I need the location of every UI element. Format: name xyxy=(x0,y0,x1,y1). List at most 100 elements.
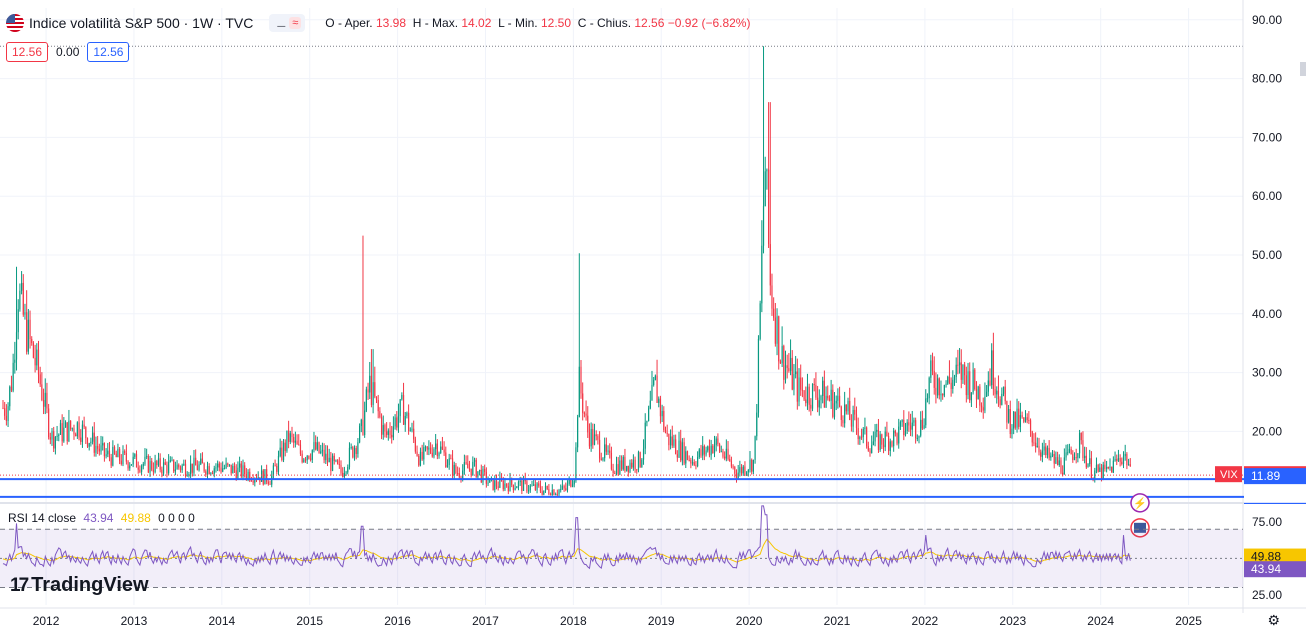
candle-body xyxy=(134,454,136,457)
candle-body xyxy=(301,453,303,463)
candle-body xyxy=(928,377,930,399)
candle-body xyxy=(431,452,433,457)
candle-body xyxy=(854,409,856,415)
candle-body xyxy=(899,422,902,427)
candle-body xyxy=(48,408,50,438)
candle-body xyxy=(671,436,673,446)
candle-body xyxy=(372,382,374,405)
candle-body xyxy=(877,429,880,450)
candle-body xyxy=(937,378,939,396)
candle-body xyxy=(1078,432,1081,454)
bid-badge[interactable]: 12.56 xyxy=(6,42,49,62)
candle-body xyxy=(938,378,940,396)
scrollbar-handle[interactable] xyxy=(1300,62,1306,76)
tradingview-logo[interactable]: 17 TradingView xyxy=(10,574,149,597)
candle-body xyxy=(746,472,748,475)
candle-body xyxy=(585,413,587,416)
candle-body xyxy=(598,439,601,459)
candle-body xyxy=(198,464,200,471)
candle-body xyxy=(242,465,244,477)
candle-body xyxy=(852,409,854,427)
candle-body xyxy=(206,466,209,475)
wave-icon[interactable]: ≈ xyxy=(289,17,302,29)
candle-body xyxy=(42,400,45,407)
open-value: 13.98 xyxy=(375,16,407,30)
candle-body xyxy=(566,483,569,491)
candle-body xyxy=(884,431,886,448)
candle-body xyxy=(908,422,910,426)
candle-body xyxy=(386,431,388,435)
close-label: C - Chius. xyxy=(577,16,632,30)
time-axis[interactable]: 2012 2013 2014 2015 2016 2017 2018 2019 2020 2021… xyxy=(33,614,1203,628)
lightning-glyph: ⚡ xyxy=(1133,497,1147,510)
candle-body xyxy=(512,484,514,490)
candle-body xyxy=(76,422,78,437)
candle-body xyxy=(691,462,694,464)
candle-body xyxy=(752,459,754,472)
candle-body xyxy=(453,464,455,476)
candle-body xyxy=(81,424,84,442)
candle-body xyxy=(536,483,538,490)
candle-body xyxy=(879,434,881,450)
hline-tag-1-bg xyxy=(1244,468,1306,485)
settings-icon[interactable]: ⚙ xyxy=(1267,612,1280,628)
candle-body xyxy=(587,415,589,433)
rsi-legend[interactable]: RSI 14 close 43.94 49.88 0 0 0 0 xyxy=(8,511,195,525)
candle-body xyxy=(588,432,591,447)
candle-body xyxy=(438,453,440,457)
candle-body xyxy=(529,485,531,491)
candle-body xyxy=(815,385,817,398)
candle-body xyxy=(1006,401,1008,423)
candle-body xyxy=(137,467,139,470)
candle-body xyxy=(805,399,807,404)
candle-body xyxy=(362,419,364,435)
candle-body xyxy=(424,446,427,448)
ask-badge[interactable]: 12.56 xyxy=(87,42,130,62)
candle-body xyxy=(906,422,908,432)
candle-body xyxy=(183,463,185,466)
candle-body xyxy=(903,419,905,436)
candle-body xyxy=(1065,452,1067,458)
candle-body xyxy=(222,468,224,472)
candle-body xyxy=(947,376,949,384)
candle-body xyxy=(915,420,917,439)
candle-body xyxy=(1050,455,1052,458)
candle-body xyxy=(27,319,29,352)
candle-body xyxy=(414,439,416,452)
candle-body xyxy=(200,458,202,465)
candle-body xyxy=(1068,448,1071,453)
candle-body xyxy=(541,491,543,495)
candle-body xyxy=(955,364,957,378)
line-style-icon[interactable]: ⚊ xyxy=(276,17,287,30)
candle-body xyxy=(64,422,67,428)
candle-body xyxy=(184,463,187,476)
candle-body xyxy=(602,458,604,461)
candle-body xyxy=(489,478,491,483)
candle-body xyxy=(935,387,937,396)
candle-body xyxy=(1100,467,1103,479)
indicator-toggle[interactable]: ⚊ ≈ xyxy=(269,14,306,32)
grid xyxy=(0,0,1306,613)
candle-body xyxy=(318,442,320,454)
candle-body xyxy=(504,483,506,490)
price-axis[interactable]: 90.00 80.00 70.00 60.00 50.00 40.00 30.00 20.00… xyxy=(1215,0,1306,607)
candle-body xyxy=(676,454,678,458)
symbol-title[interactable]: Indice volatilità S&P 500 · 1W · TVC xyxy=(29,15,254,31)
candle-body xyxy=(989,380,991,386)
candle-body xyxy=(1080,432,1082,441)
candle-body xyxy=(969,371,971,401)
candle-body xyxy=(54,436,56,449)
candle-body xyxy=(304,459,307,461)
candle-body xyxy=(957,364,959,366)
candle-body xyxy=(374,382,376,397)
candle-body xyxy=(232,466,234,474)
candle-body xyxy=(1124,453,1126,457)
candle-body xyxy=(331,455,334,471)
candle-body xyxy=(943,385,945,396)
time-label: 2012 xyxy=(33,614,60,628)
time-label: 2016 xyxy=(384,614,411,628)
candle-body xyxy=(151,461,153,470)
candle-body xyxy=(818,400,820,408)
candle-body xyxy=(41,384,43,401)
